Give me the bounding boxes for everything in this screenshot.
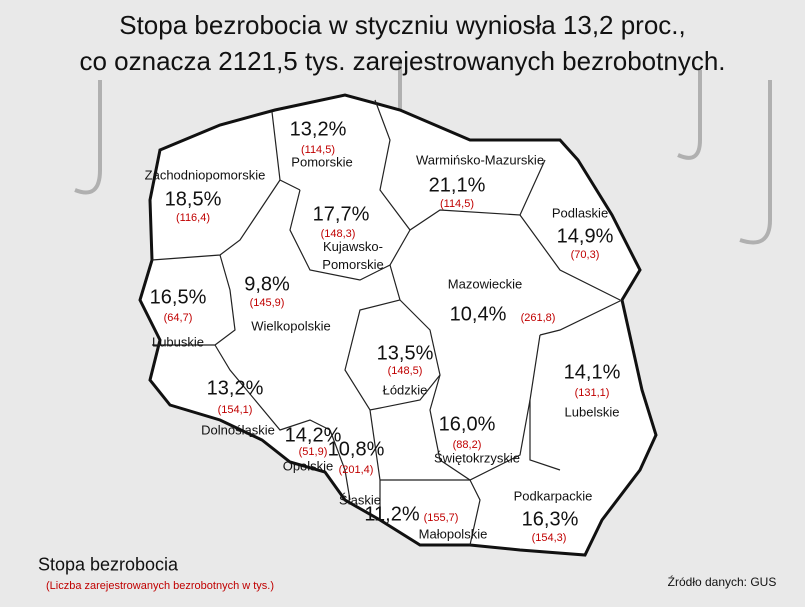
region-rate: 13,2%	[289, 118, 347, 141]
region-rate: 14,2%	[284, 424, 342, 447]
region-count: (70,3)	[570, 249, 600, 261]
region-rate: 13,5%	[376, 342, 434, 365]
region-count: (114,5)	[439, 198, 475, 210]
region-rate: 18,5%	[164, 188, 222, 211]
region-rate: 14,1%	[563, 361, 621, 384]
source: Źródło danych: GUS	[667, 575, 777, 589]
region-name: Mazowieckie	[447, 276, 523, 292]
region-name: Łódzkie	[382, 382, 428, 398]
region-rate: 16,3%	[521, 508, 579, 531]
region-name: Pomorskie	[291, 154, 353, 170]
region-rate: 16,0%	[438, 413, 496, 436]
region-rate: 10,8%	[327, 438, 385, 461]
region-name: Lubuskie	[151, 334, 205, 350]
region-rate: 16,5%	[149, 286, 207, 309]
region-name: Kujawsko-Pomorskie	[322, 239, 384, 272]
legend-subtitle: (Liczba zarejestrowanych bezrobotnych w …	[45, 580, 275, 592]
region-name: Zachodniopomorskie	[144, 167, 266, 183]
title-line: co oznacza 2121,5 tys. zarejestrowanych …	[79, 46, 726, 76]
region-name: Dolnośląskie	[201, 422, 275, 438]
region-name: Małopolskie	[418, 526, 488, 542]
region-count: (155,7)	[423, 512, 459, 524]
region-name: Podkarpackie	[513, 488, 593, 504]
poland-outline	[138, 93, 658, 557]
region-rate: 11,2%	[364, 503, 420, 526]
region-rate: 21,1%	[428, 174, 486, 197]
region-rate: 9,8%	[244, 273, 290, 296]
region-count: (116,4)	[175, 212, 211, 224]
region-name: Opolskie	[282, 458, 334, 474]
region-count: (51,9)	[298, 446, 328, 458]
region-count: (88,2)	[452, 439, 482, 451]
region-count: (114,5)	[300, 144, 336, 156]
region-count: (131,1)	[574, 387, 610, 399]
region-count: (145,9)	[249, 297, 285, 309]
region-count: (64,7)	[163, 312, 193, 324]
region-rate: 17,7%	[312, 203, 370, 226]
region-rate: 13,2%	[206, 377, 264, 400]
region-name: Podlaskie	[551, 205, 609, 221]
region-name: Śląskie	[339, 492, 381, 508]
region-count: (148,5)	[387, 365, 423, 377]
region-borders	[151, 99, 623, 546]
title-line: Stopa bezrobocia w styczniu wyniosła 13,…	[119, 10, 686, 40]
region-count: (148,3)	[320, 228, 356, 240]
region-name: Wielkopolskie	[251, 318, 331, 334]
region-name: Lubelskie	[564, 404, 620, 420]
region-name: Świętokrzyskie	[434, 450, 520, 466]
region-name: Warmińsko-Mazurskie	[415, 152, 545, 168]
region-count: (261,8)	[520, 312, 556, 324]
region-rate: 10,4%	[449, 303, 507, 326]
region-count: (154,1)	[217, 404, 253, 416]
region-count: (154,3)	[531, 532, 567, 544]
region-count: (201,4)	[338, 464, 374, 476]
legend-title: Stopa bezrobocia	[37, 554, 179, 575]
region-rate: 14,9%	[556, 225, 614, 248]
